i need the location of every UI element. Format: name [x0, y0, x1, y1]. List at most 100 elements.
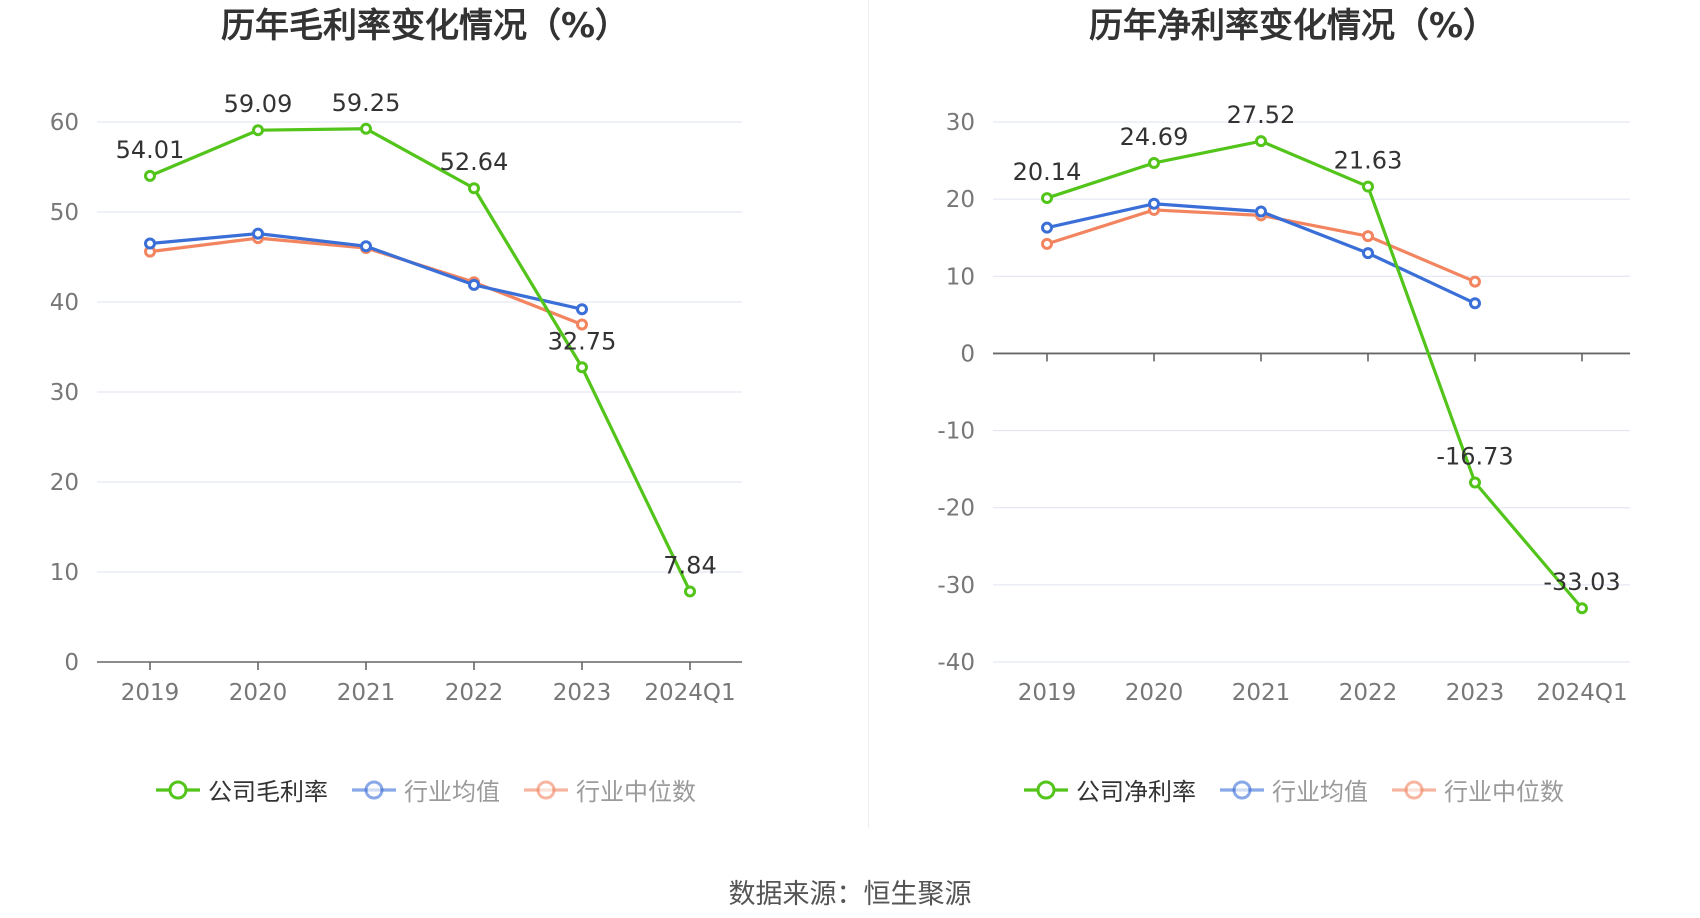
x-tick-label: 2020 [1125, 680, 1184, 706]
data-label: -16.73 [1436, 442, 1513, 470]
x-tick-label: 2021 [1232, 680, 1291, 706]
y-tick-label: 0 [64, 650, 79, 676]
legend-marker [168, 780, 188, 799]
x-tick-label: 2024Q1 [1536, 680, 1627, 706]
legend-swatch-icon [156, 780, 200, 799]
legend-label: 公司净利率 [1076, 778, 1196, 806]
legend-label: 行业均值 [1272, 778, 1368, 806]
legend-item[interactable]: 行业中位数 [522, 772, 696, 807]
gross-margin-panel: 历年毛利率变化情况（%） 0 10 20 30 40 50 60 2019 2020 2021 20… [0, 0, 850, 820]
data-point [576, 361, 588, 374]
data-point [144, 169, 156, 182]
x-tick-label: 2023 [1446, 680, 1505, 706]
data-point [684, 585, 696, 598]
y-tick-label: -30 [937, 573, 975, 599]
legend-swatch-icon [1392, 780, 1436, 799]
y-tick-label: 60 [50, 110, 79, 136]
y-tick-label: -20 [937, 496, 975, 522]
legend-label: 公司毛利率 [208, 778, 328, 806]
x-tick-label: 2020 [229, 680, 288, 706]
legend-marker [1036, 780, 1056, 799]
legend-swatch-icon [1024, 780, 1068, 799]
x-tick-label: 2019 [121, 680, 180, 706]
data-label: 59.09 [224, 90, 293, 118]
data-label: 27.52 [1227, 101, 1296, 129]
data-point [1041, 237, 1053, 250]
legend-label: 行业中位数 [1444, 778, 1564, 806]
data-point [1576, 602, 1588, 615]
legend-marker [536, 780, 556, 799]
y-tick-label: 30 [946, 110, 975, 136]
y-tick-label: 30 [50, 380, 79, 406]
chart-legend: 公司毛利率 行业均值 行业中位数 [0, 772, 850, 807]
gross-margin-chart: 0 10 20 30 40 50 60 2019 2020 2021 2022 2023 2024Q1 5… [50, 89, 742, 706]
x-tick-label: 2021 [337, 680, 396, 706]
data-point [1469, 275, 1481, 288]
net-margin-panel: 历年净利率变化情况（%） -40 -30 -20 -10 0 10 20 30 2019 2020… [868, 0, 1700, 820]
y-tick-label: -40 [937, 650, 975, 676]
chart-title: 历年毛利率变化情况（%） [220, 6, 630, 46]
data-point [1469, 476, 1481, 489]
data-point [1362, 180, 1374, 193]
x-tick-label: 2022 [445, 680, 504, 706]
data-point [1362, 247, 1374, 260]
data-label: -33.03 [1543, 568, 1620, 596]
x-tick-label: 2024Q1 [644, 680, 735, 706]
x-tick-label: 2023 [553, 680, 612, 706]
legend-swatch-icon [524, 780, 568, 799]
data-point [1469, 297, 1481, 310]
legend-item[interactable]: 公司净利率 [1022, 772, 1196, 807]
data-point [1148, 156, 1160, 169]
data-point [576, 303, 588, 316]
data-source-note: 数据来源：恒生聚源 [728, 879, 972, 910]
x-tick-label: 2019 [1018, 680, 1077, 706]
data-point [1148, 197, 1160, 210]
data-point [1362, 230, 1374, 243]
y-tick-label: 40 [50, 290, 79, 316]
data-label: 54.01 [116, 136, 185, 164]
data-point [1041, 221, 1053, 234]
y-tick-label: 0 [960, 341, 975, 367]
data-label: 21.63 [1334, 147, 1403, 175]
data-point [1041, 192, 1053, 205]
legend-item[interactable]: 公司毛利率 [154, 772, 328, 807]
series-line [149, 127, 692, 593]
data-point [360, 122, 372, 135]
data-label: 59.25 [332, 89, 401, 117]
net-margin-chart: -40 -30 -20 -10 0 10 20 30 2019 2020 2021 2022 2023 2… [937, 101, 1630, 706]
data-point [252, 124, 264, 137]
y-tick-label: 20 [946, 187, 975, 213]
data-label: 20.14 [1013, 158, 1082, 186]
y-tick-label: 10 [50, 560, 79, 586]
legend-item[interactable]: 行业均值 [350, 772, 500, 807]
data-point [1255, 135, 1267, 148]
legend-marker [1232, 780, 1252, 799]
x-tick-label: 2022 [1339, 680, 1398, 706]
legend-label: 行业均值 [404, 778, 500, 806]
legend-marker [364, 780, 384, 799]
data-label: 52.64 [440, 148, 509, 176]
data-point [360, 240, 372, 253]
data-label: 32.75 [548, 327, 617, 355]
legend-swatch-icon [1220, 780, 1264, 799]
legend-item[interactable]: 行业均值 [1218, 772, 1368, 807]
data-point [576, 318, 588, 331]
data-point [144, 237, 156, 250]
data-label: 24.69 [1120, 123, 1189, 151]
data-point [1255, 205, 1267, 218]
legend-label: 行业中位数 [576, 778, 696, 806]
panel-divider [868, 0, 869, 828]
data-point [468, 278, 480, 291]
data-label: 7.84 [663, 551, 716, 579]
chart-title: 历年净利率变化情况（%） [1088, 6, 1498, 46]
legend-item[interactable]: 行业中位数 [1390, 772, 1564, 807]
data-point [468, 182, 480, 195]
y-tick-label: -10 [937, 419, 975, 445]
legend-swatch-icon [352, 780, 396, 799]
legend-marker [1404, 780, 1424, 799]
y-tick-label: 10 [946, 264, 975, 290]
y-tick-label: 20 [50, 470, 79, 496]
chart-legend: 公司净利率 行业均值 行业中位数 [868, 772, 1700, 807]
y-tick-label: 50 [50, 200, 79, 226]
series-line [1046, 139, 1584, 610]
